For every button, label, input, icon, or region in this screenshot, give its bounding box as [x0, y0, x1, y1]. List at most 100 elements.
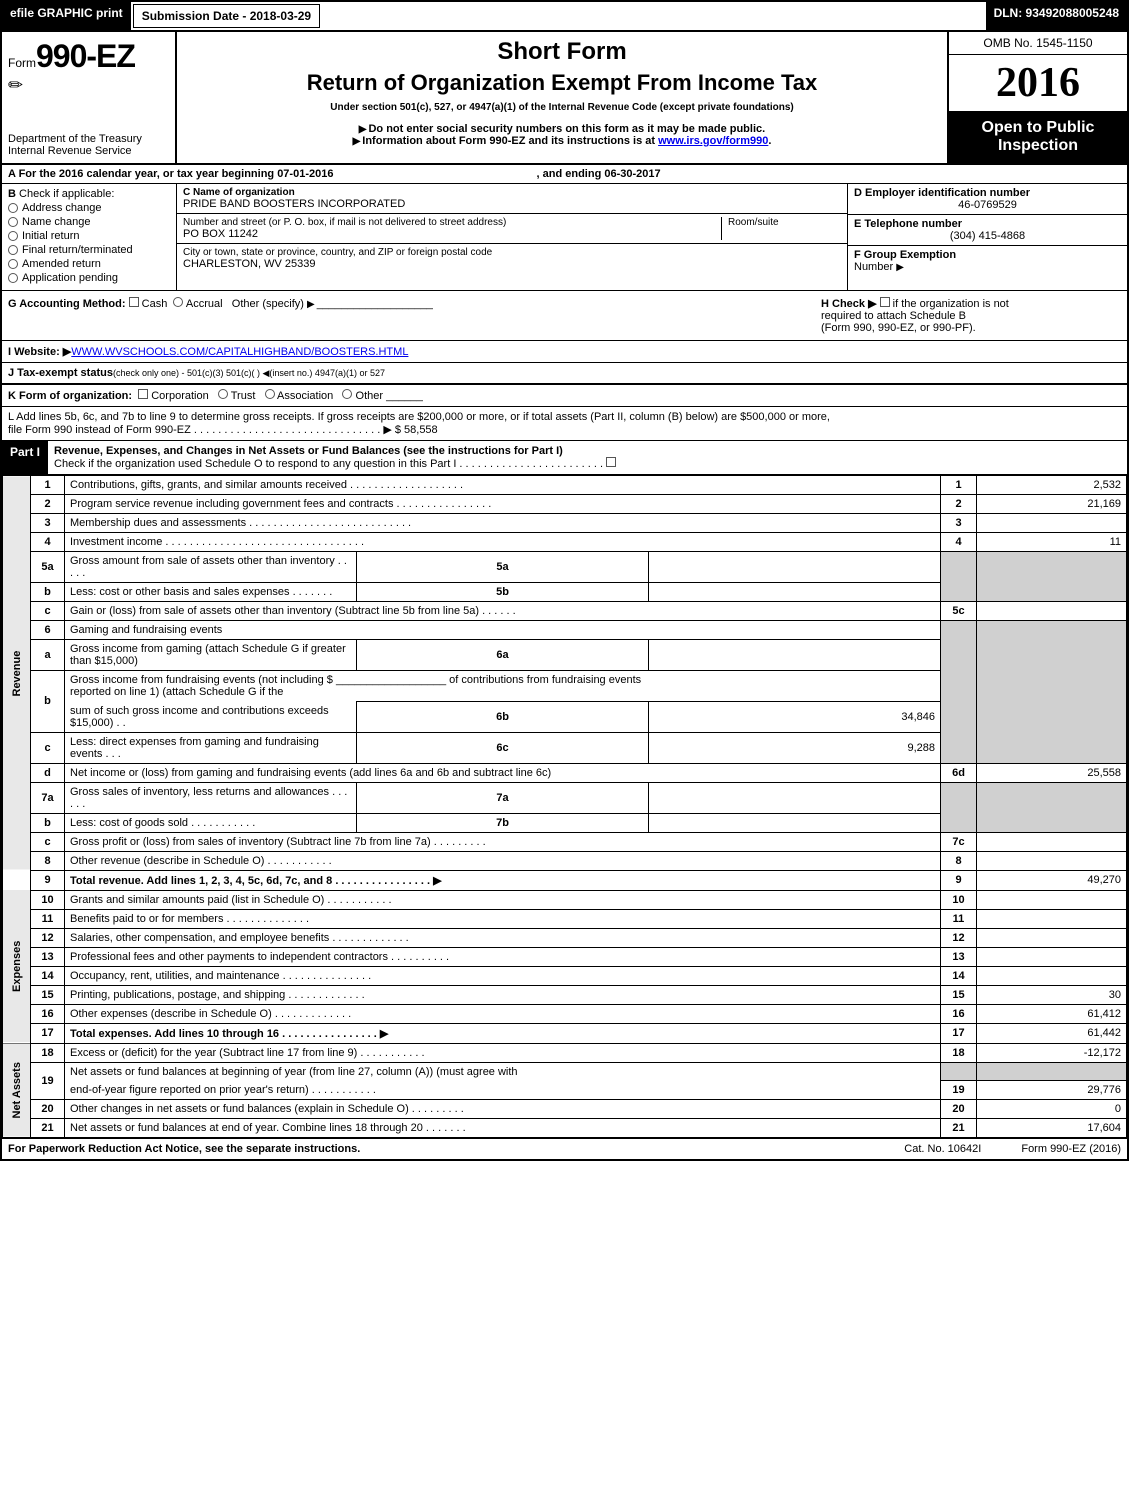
right-no: 17 [941, 1023, 977, 1043]
line-a-ending: , and ending 06-30-2017 [537, 168, 661, 180]
sub-no: 7b [357, 813, 649, 832]
right-val: 17,604 [977, 1119, 1127, 1138]
spacer [3, 870, 31, 890]
line-5a: 5a Gross amount from sale of assets othe… [3, 552, 1127, 583]
line-desc: Membership dues and assessments . . . . … [65, 514, 941, 533]
note-info-prefix: Information about Form 990-EZ and its in… [362, 135, 658, 147]
revenue-sidebar: Revenue [3, 476, 31, 871]
right-no: 5c [941, 602, 977, 621]
line-a-label: A For the 2016 calendar year, or tax yea… [8, 168, 333, 180]
lineno: b [31, 583, 65, 602]
right-val: 0 [977, 1100, 1127, 1119]
note-ssn: Do not enter social security numbers on … [187, 123, 937, 135]
radio-icon [8, 273, 18, 283]
check-label: Address change [22, 202, 102, 214]
radio-icon [8, 245, 18, 255]
line-desc: Other changes in net assets or fund bala… [65, 1100, 941, 1119]
lineno: 11 [31, 909, 65, 928]
section-l: L Add lines 5b, 6c, and 7b to line 9 to … [2, 407, 1127, 441]
note-info: Information about Form 990-EZ and its in… [187, 135, 937, 147]
line-desc: Gain or (loss) from sale of assets other… [65, 602, 941, 621]
subtitle: Under section 501(c), 527, or 4947(a)(1)… [187, 102, 937, 113]
radio-icon[interactable] [218, 389, 228, 399]
check-label: Final return/terminated [22, 244, 133, 256]
check-name-change[interactable]: Name change [8, 216, 170, 228]
line-10: Expenses 10 Grants and similar amounts p… [3, 890, 1127, 909]
check-application-pending[interactable]: Application pending [8, 272, 170, 284]
check-initial-return[interactable]: Initial return [8, 230, 170, 242]
line-5c: c Gain or (loss) from sale of assets oth… [3, 602, 1127, 621]
check-final-return[interactable]: Final return/terminated [8, 244, 170, 256]
line-20: 20 Other changes in net assets or fund b… [3, 1100, 1127, 1119]
row-a: A For the 2016 calendar year, or tax yea… [2, 165, 1127, 184]
checkbox-icon[interactable] [606, 457, 616, 467]
lineno: 7a [31, 782, 65, 813]
line-17: 17 Total expenses. Add lines 10 through … [3, 1023, 1127, 1043]
line-6: 6 Gaming and fundraising events [3, 621, 1127, 640]
radio-icon[interactable] [342, 389, 352, 399]
form-container: efile GRAPHIC print Submission Date - 20… [0, 0, 1129, 1161]
line-desc: sum of such gross income and contributio… [65, 702, 357, 733]
line-desc: Less: direct expenses from gaming and fu… [65, 732, 357, 763]
open-line1: Open to Public [953, 119, 1123, 137]
right-no: 16 [941, 1004, 977, 1023]
irs-link[interactable]: www.irs.gov/form990 [658, 135, 768, 147]
right-val: 2,532 [977, 476, 1127, 495]
submission-date: Submission Date - 2018-03-29 [133, 4, 320, 28]
line-3: 3 Membership dues and assessments . . . … [3, 514, 1127, 533]
lineno: 13 [31, 947, 65, 966]
grey-cell [941, 621, 977, 764]
checkbox-icon[interactable] [129, 297, 139, 307]
right-val [977, 851, 1127, 870]
desc-part1: Gross income from fundraising events (no… [70, 674, 336, 686]
line-1: Revenue 1 Contributions, gifts, grants, … [3, 476, 1127, 495]
right-val: -12,172 [977, 1043, 1127, 1062]
f-label: F Group Exemption [854, 249, 956, 261]
line-desc: Total expenses. Add lines 10 through 16 … [65, 1023, 941, 1043]
line-desc: Benefits paid to or for members . . . . … [65, 909, 941, 928]
b-check-label: Check if applicable: [19, 188, 114, 200]
right-val [977, 928, 1127, 947]
section-def: D Employer identification number 46-0769… [847, 184, 1127, 290]
line-desc: Program service revenue including govern… [65, 495, 941, 514]
right-val [977, 947, 1127, 966]
radio-icon[interactable] [265, 389, 275, 399]
line-desc: Excess or (deficit) for the year (Subtra… [65, 1043, 941, 1062]
d-label: D Employer identification number [854, 187, 1030, 199]
line-desc: Gross income from fundraising events (no… [65, 671, 941, 702]
omb-number: OMB No. 1545-1150 [949, 32, 1127, 55]
line-12: 12 Salaries, other compensation, and emp… [3, 928, 1127, 947]
city-value: CHARLESTON, WV 25339 [183, 258, 841, 270]
i-label: I Website: ▶ [8, 346, 71, 358]
open-to-public: Open to Public Inspection [949, 111, 1127, 163]
right-no: 4 [941, 533, 977, 552]
lineno: 3 [31, 514, 65, 533]
top-bar: efile GRAPHIC print Submission Date - 20… [2, 2, 1127, 32]
radio-icon[interactable] [173, 297, 183, 307]
part1-sub: Check if the organization used Schedule … [54, 458, 603, 470]
line-desc: Net income or (loss) from gaming and fun… [65, 763, 941, 782]
lineno: 19 [31, 1062, 65, 1100]
right-no: 1 [941, 476, 977, 495]
c-label: C Name of organization [183, 187, 295, 198]
line-desc: Contributions, gifts, grants, and simila… [65, 476, 941, 495]
line-desc: Salaries, other compensation, and employ… [65, 928, 941, 947]
line-desc: Net assets or fund balances at end of ye… [65, 1119, 941, 1138]
lineno: 4 [31, 533, 65, 552]
sub-val [649, 782, 941, 813]
checkbox-icon[interactable] [880, 297, 890, 307]
section-b: B Check if applicable: Address change Na… [2, 184, 177, 290]
checkbox-icon[interactable] [138, 389, 148, 399]
right-no: 10 [941, 890, 977, 909]
note-ssn-text: Do not enter social security numbers on … [368, 123, 765, 135]
line-desc: Gross amount from sale of assets other t… [65, 552, 357, 583]
line-desc: Professional fees and other payments to … [65, 947, 941, 966]
sub-no: 6b [357, 702, 649, 733]
website-link[interactable]: WWW.WVSCHOOLS.COM/CAPITALHIGHBAND/BOOSTE… [71, 346, 408, 358]
line-21: 21 Net assets or fund balances at end of… [3, 1119, 1127, 1138]
line-desc: Occupancy, rent, utilities, and maintena… [65, 966, 941, 985]
check-amended-return[interactable]: Amended return [8, 258, 170, 270]
lineno: a [31, 640, 65, 671]
short-form-title: Short Form [187, 38, 937, 66]
check-address-change[interactable]: Address change [8, 202, 170, 214]
